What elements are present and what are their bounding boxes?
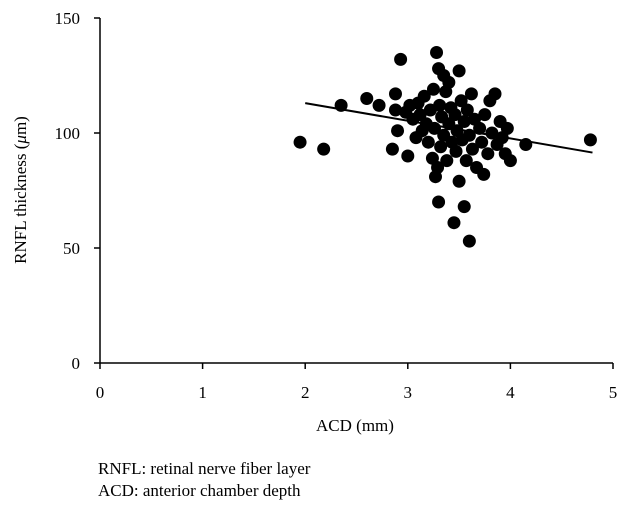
data-point-1 bbox=[317, 142, 331, 156]
footnote-acd: ACD: anterior chamber depth bbox=[98, 481, 301, 500]
data-point-45 bbox=[452, 64, 466, 78]
x-axis-ticks: 0 1 2 3 4 5 bbox=[96, 363, 618, 402]
data-point-11 bbox=[401, 149, 415, 163]
x-tick-label-2: 2 bbox=[301, 383, 310, 402]
x-tick-label-1: 1 bbox=[198, 383, 207, 402]
data-point-16 bbox=[413, 108, 427, 122]
data-point-26 bbox=[430, 46, 444, 59]
x-tick-label-3: 3 bbox=[404, 383, 413, 402]
data-point-36 bbox=[440, 154, 454, 168]
data-point-63 bbox=[481, 147, 495, 161]
data-point-71 bbox=[500, 121, 514, 135]
data-point-43 bbox=[449, 144, 463, 158]
data-point-47 bbox=[454, 94, 468, 108]
data-point-60 bbox=[475, 135, 489, 149]
y-axis-title-prefix: RNFL thickness ( bbox=[11, 143, 30, 264]
data-points bbox=[293, 46, 597, 248]
data-point-61 bbox=[477, 167, 491, 181]
data-point-0 bbox=[293, 135, 307, 149]
data-point-46 bbox=[452, 174, 466, 188]
data-point-56 bbox=[465, 142, 479, 156]
x-tick-label-0: 0 bbox=[96, 383, 105, 402]
data-point-27 bbox=[431, 161, 445, 174]
x-tick-label-4: 4 bbox=[506, 383, 515, 402]
data-point-72 bbox=[503, 154, 517, 168]
data-point-52 bbox=[460, 103, 474, 117]
data-point-28 bbox=[432, 195, 446, 209]
data-point-42 bbox=[448, 108, 462, 122]
y-tick-label-100: 100 bbox=[55, 124, 81, 143]
data-point-30 bbox=[433, 98, 447, 112]
data-point-3 bbox=[360, 92, 374, 105]
data-point-18 bbox=[417, 89, 431, 103]
data-point-7 bbox=[388, 103, 402, 117]
y-tick-label-150: 150 bbox=[55, 9, 81, 28]
data-point-31 bbox=[434, 140, 448, 154]
trend-line bbox=[305, 102, 593, 154]
y-tick-label-0: 0 bbox=[72, 354, 81, 373]
y-axis-title: RNFL thickness (μm) bbox=[11, 116, 30, 264]
data-point-20 bbox=[421, 135, 435, 149]
data-point-5 bbox=[385, 142, 399, 156]
data-point-55 bbox=[464, 87, 478, 101]
y-axis-ticks: 0 50 100 150 bbox=[55, 9, 100, 373]
data-point-4 bbox=[372, 98, 386, 112]
data-point-53 bbox=[462, 234, 476, 248]
footnotes: RNFL: retinal nerve fiber layer ACD: ant… bbox=[98, 458, 310, 502]
x-axis-title: ACD (mm) bbox=[316, 416, 394, 435]
data-point-74 bbox=[583, 133, 597, 147]
data-point-8 bbox=[391, 124, 405, 138]
y-axis-title-suffix: m) bbox=[11, 116, 30, 135]
data-point-50 bbox=[457, 115, 471, 128]
footnote-rnfl: RNFL: retinal nerve fiber layer bbox=[98, 459, 311, 478]
data-point-41 bbox=[447, 216, 461, 230]
x-tick-label-5: 5 bbox=[609, 383, 618, 402]
data-point-62 bbox=[478, 108, 492, 122]
data-point-66 bbox=[488, 87, 502, 101]
data-point-51 bbox=[459, 154, 473, 168]
data-point-6 bbox=[388, 87, 402, 101]
data-point-37 bbox=[442, 75, 456, 89]
data-point-9 bbox=[394, 52, 408, 66]
y-axis-title-unit: μ bbox=[11, 135, 30, 145]
data-point-49 bbox=[457, 200, 471, 214]
y-tick-label-50: 50 bbox=[63, 239, 80, 258]
data-point-23 bbox=[426, 82, 440, 96]
